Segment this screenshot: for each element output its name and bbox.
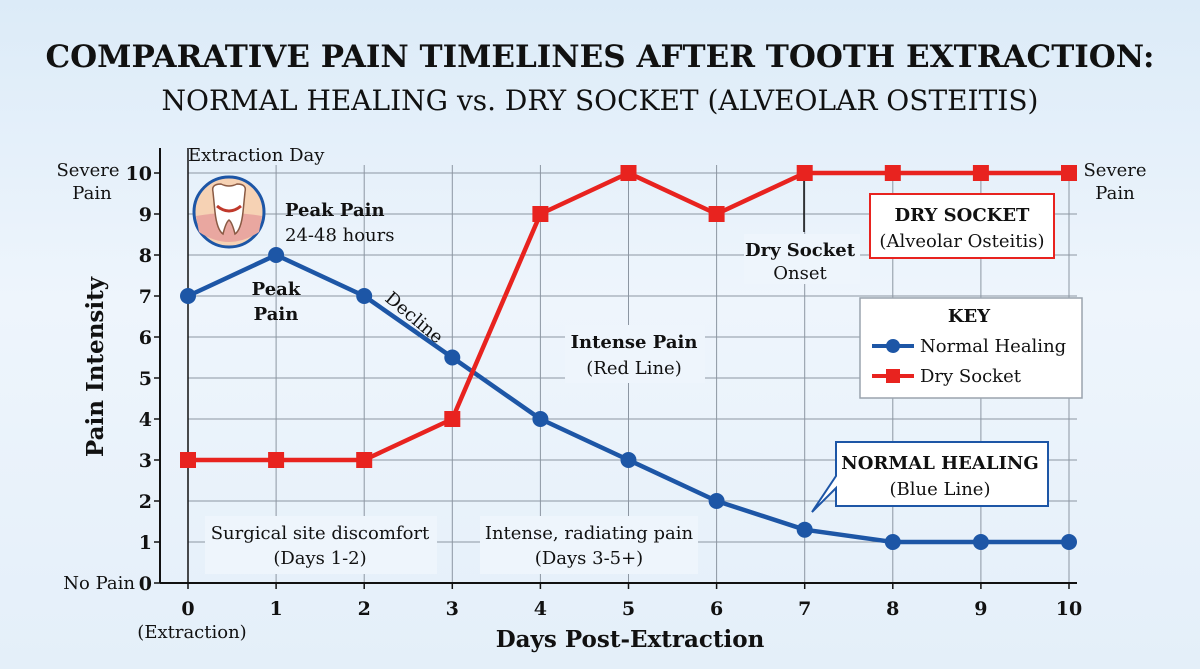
point-dry-socket-day-6 bbox=[708, 206, 725, 222]
peak-pain-title: Peak Pain bbox=[285, 200, 385, 221]
surgical-note-bg bbox=[205, 516, 437, 574]
point-normal-healing-day-3 bbox=[444, 349, 461, 366]
x-tick-label-4: 4 bbox=[534, 598, 547, 620]
x-tick-label-9: 9 bbox=[974, 598, 987, 620]
dry-socket-onset-bg bbox=[744, 234, 860, 284]
x-tick-label-6: 6 bbox=[710, 598, 723, 620]
normal-healing-callout: NORMAL HEALING (Blue Line) bbox=[811, 441, 1049, 513]
y-top-label-line2: Pain bbox=[72, 183, 112, 204]
y-tick-label-10: 10 bbox=[126, 163, 152, 185]
extraction-day-label: Extraction Day bbox=[188, 145, 325, 166]
dry-socket-box-sub: (Alveolar Osteitis) bbox=[879, 231, 1044, 252]
y-tick-label-1: 1 bbox=[139, 532, 152, 554]
surgical-note-line2: (Days 1-2) bbox=[273, 548, 366, 569]
y-tick-label-7: 7 bbox=[139, 286, 152, 308]
y-tick-label-2: 2 bbox=[139, 491, 152, 513]
radiating-note-line1: Intense, radiating pain bbox=[485, 523, 694, 544]
dry-socket-onset-line2: Onset bbox=[773, 263, 827, 284]
legend: KEY Normal Healing Dry Socket bbox=[859, 297, 1083, 399]
x-tick-label-0: 0 bbox=[181, 598, 194, 620]
decline-label: Decline bbox=[381, 288, 447, 348]
point-normal-healing-day-5 bbox=[620, 452, 637, 468]
point-normal-healing-day-7 bbox=[796, 521, 813, 538]
intense-pain-bg bbox=[565, 325, 705, 383]
x-tick-label-5: 5 bbox=[622, 598, 635, 620]
point-dry-socket-day-8 bbox=[884, 165, 901, 181]
peak-pain-point-line2: Pain bbox=[254, 304, 299, 325]
right-top-label-line1: Severe bbox=[1083, 160, 1146, 181]
point-normal-healing-day-9 bbox=[972, 534, 989, 550]
x-tick-label-7: 7 bbox=[798, 598, 811, 620]
point-dry-socket-day-2 bbox=[356, 452, 373, 468]
y-tick-label-6: 6 bbox=[139, 327, 152, 349]
axes: 0 1 2 3 4 5 6 7 8 9 10 0 1 2 3 4 5 6 7 8 9 10 bbox=[126, 148, 1082, 620]
y-axis-title: Pain Intensity bbox=[82, 276, 109, 457]
y-top-label-line1: Severe bbox=[56, 160, 119, 181]
chart-title: COMPARATIVE PAIN TIMELINES AFTER TOOTH E… bbox=[46, 39, 1155, 75]
intense-pain-title: Intense Pain bbox=[571, 332, 698, 353]
x-axis-title: Days Post-Extraction bbox=[496, 626, 765, 653]
point-dry-socket-day-5 bbox=[620, 165, 637, 181]
point-normal-healing-day-2 bbox=[356, 288, 373, 304]
series bbox=[180, 165, 1077, 550]
legend-item-normal-healing: Normal Healing bbox=[872, 336, 1066, 357]
point-dry-socket-day-1 bbox=[268, 452, 285, 468]
point-normal-healing-day-8 bbox=[884, 534, 901, 550]
point-dry-socket-day-3 bbox=[444, 411, 461, 427]
x-tick-label-3: 3 bbox=[446, 598, 459, 620]
x-tick-label-8: 8 bbox=[886, 598, 899, 620]
point-normal-healing-day-4 bbox=[532, 411, 549, 427]
chart-subtitle: NORMAL HEALING vs. DRY SOCKET (ALVEOLAR … bbox=[162, 84, 1039, 117]
point-dry-socket-day-10 bbox=[1061, 165, 1077, 181]
dry-socket-box-title: DRY SOCKET bbox=[895, 205, 1031, 226]
normal-box-title: NORMAL HEALING bbox=[841, 453, 1039, 474]
point-normal-healing-day-10 bbox=[1061, 534, 1077, 550]
surgical-note-line1: Surgical site discomfort bbox=[211, 523, 430, 544]
legend-label-normal-healing: Normal Healing bbox=[920, 336, 1066, 357]
legend-title: KEY bbox=[948, 306, 991, 327]
dry-socket-onset-line1: Dry Socket bbox=[745, 240, 856, 261]
y-tick-label-8: 8 bbox=[139, 245, 152, 267]
y-bottom-label: No Pain bbox=[63, 573, 135, 594]
radiating-note-bg bbox=[480, 516, 698, 574]
point-normal-healing-day-1 bbox=[268, 247, 285, 263]
x-tick-label-1: 1 bbox=[269, 598, 282, 620]
x-tick-label-2: 2 bbox=[358, 598, 371, 620]
peak-pain-sub: 24-48 hours bbox=[285, 225, 394, 246]
legend-item-dry-socket: Dry Socket bbox=[872, 366, 1022, 387]
annotations: Extraction Day Peak Pain 24-48 hours Pea… bbox=[188, 145, 1083, 574]
point-dry-socket-day-0 bbox=[180, 452, 196, 468]
right-top-label-line2: Pain bbox=[1095, 183, 1135, 204]
point-dry-socket-day-4 bbox=[532, 206, 549, 222]
tooth-socket-icon bbox=[192, 175, 266, 249]
point-dry-socket-day-9 bbox=[972, 165, 989, 181]
point-dry-socket-day-7 bbox=[796, 165, 813, 181]
legend-label-dry-socket: Dry Socket bbox=[920, 366, 1022, 387]
peak-pain-point-line1: Peak bbox=[252, 279, 301, 300]
y-tick-label-4: 4 bbox=[139, 409, 152, 431]
y-tick-label-9: 9 bbox=[139, 204, 152, 226]
x-tick-label-10: 10 bbox=[1056, 598, 1082, 620]
intense-pain-sub: (Red Line) bbox=[586, 358, 681, 379]
x-sub-label: (Extraction) bbox=[137, 622, 246, 643]
point-normal-healing-day-0 bbox=[180, 288, 196, 304]
dry-socket-callout: DRY SOCKET (Alveolar Osteitis) bbox=[869, 193, 1055, 259]
y-tick-label-0: 0 bbox=[139, 573, 152, 595]
radiating-note-line2: (Days 3-5+) bbox=[535, 548, 643, 569]
y-tick-label-3: 3 bbox=[139, 450, 152, 472]
point-normal-healing-day-6 bbox=[708, 493, 725, 509]
y-tick-label-5: 5 bbox=[139, 368, 152, 390]
normal-box-sub: (Blue Line) bbox=[890, 479, 991, 500]
